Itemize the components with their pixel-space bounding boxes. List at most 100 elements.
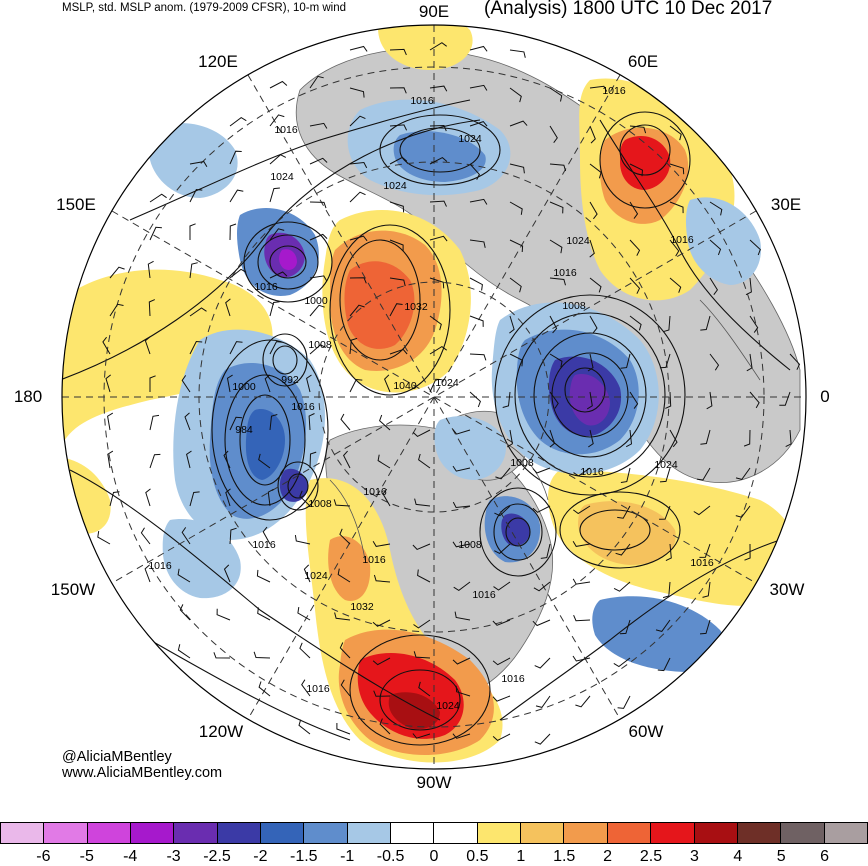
wind-barb xyxy=(469,121,488,127)
isobar-label: 1000 xyxy=(304,295,328,307)
wind-barb xyxy=(587,353,594,372)
colorbar-tick-label: 0.5 xyxy=(466,848,489,865)
wind-barb xyxy=(625,429,633,448)
wind-barb xyxy=(389,48,407,56)
colorbar-swatch xyxy=(650,822,695,844)
wind-barb xyxy=(735,467,751,480)
colorbar-tick-label: 6 xyxy=(820,848,830,865)
anom-neg-scand-core2 xyxy=(569,374,610,426)
wind-barb xyxy=(148,299,155,317)
isobar-label: 1032 xyxy=(404,301,428,313)
wind-barb xyxy=(494,505,511,517)
wind-barb xyxy=(269,271,288,279)
wind-barb xyxy=(309,157,328,165)
wind-barb xyxy=(452,541,471,548)
wind-barb xyxy=(429,345,447,355)
isobar-label: 1016 xyxy=(252,539,276,551)
wind-barb xyxy=(572,541,591,547)
wind-barb xyxy=(452,657,471,665)
wind-barb xyxy=(549,353,563,368)
wind-barb xyxy=(492,619,511,626)
wind-barb xyxy=(540,543,551,559)
wind-barb xyxy=(572,655,591,662)
wind-barb xyxy=(340,413,351,431)
wind-barb xyxy=(706,391,713,410)
wind-barb xyxy=(469,198,488,205)
wind-barb xyxy=(699,543,711,558)
wind-barb xyxy=(262,526,271,545)
wind-barb xyxy=(509,49,526,58)
lon-label-30w: 30W xyxy=(769,580,805,599)
wind-barb xyxy=(269,187,280,203)
wind-barb xyxy=(337,568,351,583)
wind-barb xyxy=(342,450,351,469)
wind-barb xyxy=(418,453,431,469)
wind-barb xyxy=(589,125,596,144)
colorbar-tick-label: 5 xyxy=(776,848,786,865)
wind-barb xyxy=(789,353,801,370)
wind-barb xyxy=(509,163,525,174)
isobar-label: 1024 xyxy=(566,235,590,247)
wind-barb xyxy=(629,201,639,219)
wind-barb xyxy=(532,619,551,627)
wind-barb xyxy=(184,412,191,431)
wind-barb xyxy=(298,719,311,735)
wind-barb xyxy=(469,45,488,52)
wind-barb xyxy=(549,429,556,448)
wind-barb xyxy=(452,429,471,435)
wind-barb xyxy=(226,374,233,393)
header-valid-time: (Analysis) 1800 UTC 10 Dec 2017 xyxy=(484,0,773,19)
wind-barb xyxy=(349,115,366,127)
wind-barb xyxy=(629,391,639,409)
colorbar xyxy=(0,822,868,844)
isobar-label: 1016 xyxy=(362,554,386,566)
isobar-label-layer: 1016 1024 1016 1024 1016 1024 1016 1016 1008 1016… xyxy=(148,85,714,712)
wind-barb xyxy=(349,161,368,169)
wind-barb xyxy=(702,581,711,598)
wind-barb xyxy=(339,528,351,545)
wind-barb xyxy=(97,531,111,545)
wind-barb xyxy=(779,391,791,406)
colorbar-tick-label: -3 xyxy=(166,848,181,865)
wind-barb xyxy=(629,277,641,294)
wind-barb xyxy=(189,307,207,317)
colorbar-tick-label: 2 xyxy=(603,848,613,865)
wind-barb xyxy=(258,453,271,469)
wind-barb xyxy=(294,535,311,545)
wind-barb xyxy=(549,125,558,143)
wind-barb xyxy=(549,87,563,102)
wind-barb xyxy=(429,200,447,207)
wind-barb xyxy=(665,391,672,409)
wind-barb xyxy=(299,490,311,507)
wind-barb xyxy=(469,84,488,91)
colorbar-ticks: -6 -5 -4 -3 -2.5 -2 -1.5 -1 -0.5 0 0.5 1 1.5 2 2.5 3 4 5 6 xyxy=(0,848,868,865)
lon-label-60w: 60W xyxy=(628,722,664,741)
isobar-label: 1000 xyxy=(232,381,256,393)
wind-barb xyxy=(414,498,431,507)
wind-barb xyxy=(746,353,753,372)
credit-handle: @AliciaMBentley xyxy=(62,749,172,765)
wind-barb xyxy=(109,303,124,317)
wind-barb xyxy=(469,315,484,327)
wind-barb xyxy=(534,657,551,669)
isobar-label: 1024 xyxy=(270,171,294,183)
wind-barb xyxy=(309,75,324,89)
wind-barb xyxy=(389,87,407,94)
wind-barb xyxy=(229,189,244,203)
wind-barb xyxy=(657,657,671,672)
wind-barb xyxy=(109,266,125,279)
wind-barb xyxy=(229,116,247,127)
wind-barb xyxy=(334,612,351,621)
colorbar-swatch xyxy=(390,822,435,844)
wind-barb xyxy=(269,228,285,241)
wind-barb xyxy=(429,42,447,51)
wind-barb xyxy=(509,315,515,334)
wind-barb xyxy=(709,353,720,371)
wind-barb xyxy=(384,374,391,393)
wind-barb-layer xyxy=(97,42,801,745)
wind-barb xyxy=(749,315,759,333)
wind-barb xyxy=(509,277,522,293)
wind-barb xyxy=(145,488,151,507)
wind-barb xyxy=(429,315,442,331)
